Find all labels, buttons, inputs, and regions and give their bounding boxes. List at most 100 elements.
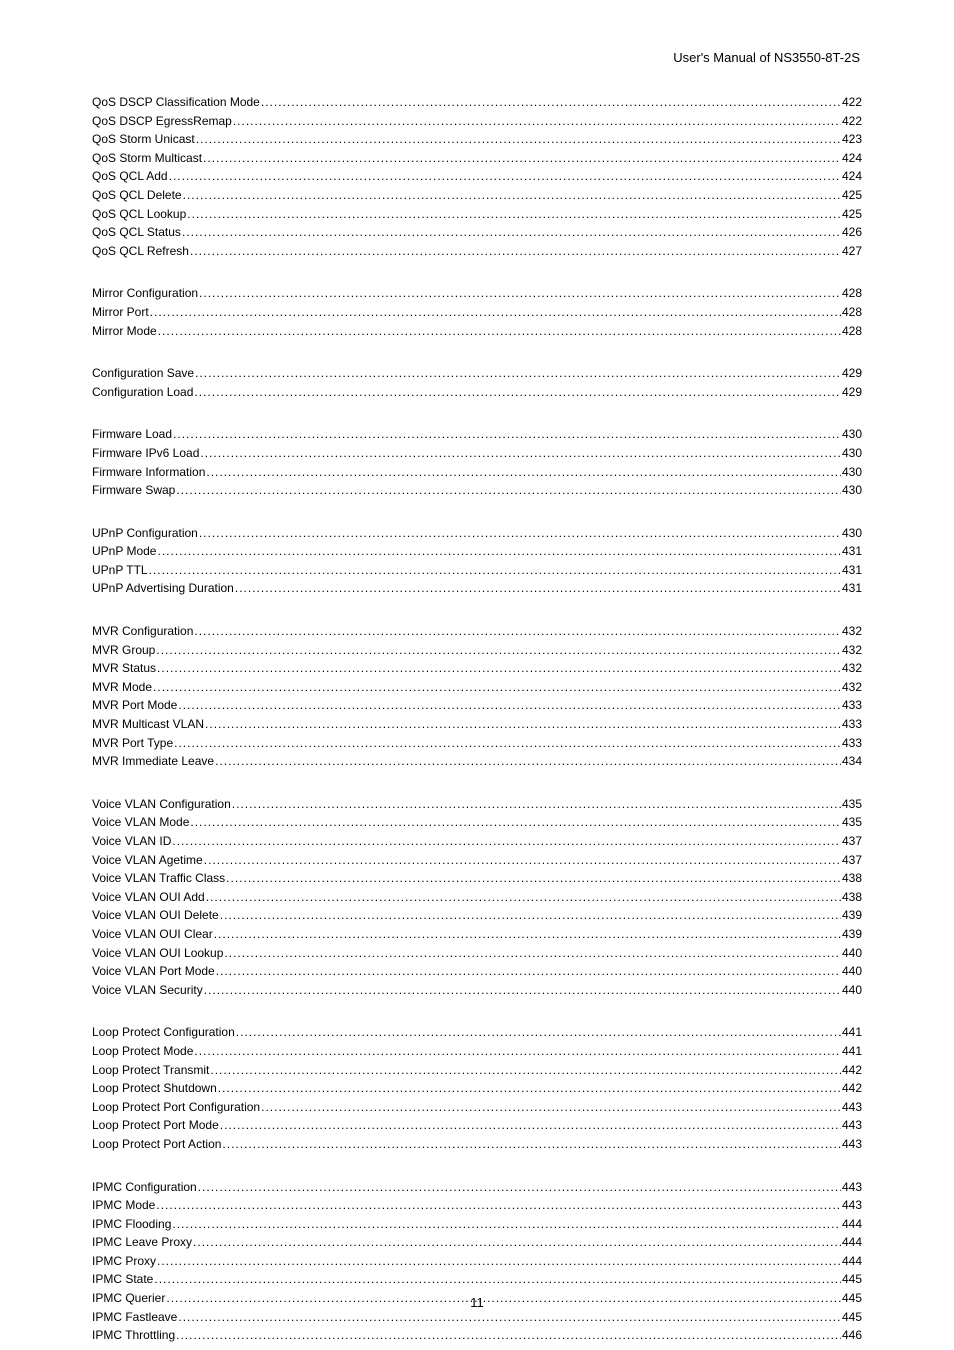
toc-entry-page: 442 xyxy=(842,1061,862,1080)
toc-entry-label: Voice VLAN Configuration xyxy=(92,795,231,814)
toc-entry-label: IPMC Proxy xyxy=(92,1252,156,1271)
toc-entry-label: QoS QCL Lookup xyxy=(92,205,186,224)
toc-entry-label: Voice VLAN Security xyxy=(92,981,203,1000)
toc-leader-dots xyxy=(203,149,841,168)
toc-leader-dots xyxy=(235,579,841,598)
toc-entry-label: QoS QCL Delete xyxy=(92,186,182,205)
toc-entry-page: 439 xyxy=(842,906,862,925)
toc-entry-page: 437 xyxy=(842,832,862,851)
toc-entry-label: QoS Storm Multicast xyxy=(92,149,202,168)
toc-entry-label: Configuration Save xyxy=(92,364,194,383)
toc-group: Voice VLAN Configuration435Voice VLAN Mo… xyxy=(92,795,862,1000)
toc-entry: Loop Protect Port Action443 xyxy=(92,1135,862,1154)
toc-entry-page: 431 xyxy=(842,542,862,561)
toc-leader-dots xyxy=(149,561,841,580)
toc-leader-dots xyxy=(176,481,841,500)
toc-entry-label: MVR Status xyxy=(92,659,156,678)
toc-entry-label: Configuration Load xyxy=(92,383,193,402)
toc-entry: Voice VLAN Configuration435 xyxy=(92,795,862,814)
toc-entry-label: QoS DSCP Classification Mode xyxy=(92,93,260,112)
toc-entry-page: 445 xyxy=(842,1308,862,1327)
toc-entry-page: 429 xyxy=(842,383,862,402)
toc-entry: Voice VLAN OUI Delete439 xyxy=(92,906,862,925)
toc-entry-page: 443 xyxy=(842,1196,862,1215)
toc-entry-label: IPMC State xyxy=(92,1270,153,1289)
toc-entry: MVR Immediate Leave 434 xyxy=(92,752,862,771)
toc-entry: IPMC Leave Proxy444 xyxy=(92,1233,862,1252)
toc-entry: QoS Storm Unicast423 xyxy=(92,130,862,149)
toc-leader-dots xyxy=(224,944,841,963)
toc-entry: QoS DSCP EgressRemap422 xyxy=(92,112,862,131)
toc-leader-dots xyxy=(190,242,841,261)
toc-entry-label: IPMC Mode xyxy=(92,1196,155,1215)
toc-entry-page: 422 xyxy=(842,93,862,112)
toc-leader-dots xyxy=(157,1252,841,1271)
toc-group: QoS DSCP Classification Mode 422QoS DSCP … xyxy=(92,93,862,260)
toc-entry-label: MVR Configuration xyxy=(92,622,193,641)
toc-entry: MVR Mode432 xyxy=(92,678,862,697)
toc-entry-page: 439 xyxy=(842,925,862,944)
toc-entry-page: 427 xyxy=(842,242,862,261)
toc-entry-page: 432 xyxy=(842,641,862,660)
toc-entry: Voice VLAN ID437 xyxy=(92,832,862,851)
toc-entry-label: QoS QCL Refresh xyxy=(92,242,189,261)
toc-leader-dots xyxy=(194,1042,841,1061)
toc-entry: QoS QCL Add424 xyxy=(92,167,862,186)
toc-entry: UPnP Mode431 xyxy=(92,542,862,561)
toc-leader-dots xyxy=(172,832,841,851)
toc-leader-dots xyxy=(261,93,841,112)
toc-entry: Loop Protect Configuration441 xyxy=(92,1023,862,1042)
toc-leader-dots xyxy=(218,1079,841,1098)
table-of-contents: QoS DSCP Classification Mode 422QoS DSCP … xyxy=(92,93,862,1345)
toc-leader-dots xyxy=(190,813,841,832)
toc-group: UPnP Configuration430UPnP Mode431UPnP TT… xyxy=(92,524,862,598)
toc-entry-label: Loop Protect Port Mode xyxy=(92,1116,219,1135)
toc-entry-label: MVR Immediate Leave xyxy=(92,752,214,771)
toc-leader-dots xyxy=(222,1135,841,1154)
page-header: User's Manual of NS3550-8T-2S xyxy=(92,50,862,65)
toc-leader-dots xyxy=(195,364,841,383)
toc-entry-label: MVR Multicast VLAN xyxy=(92,715,204,734)
toc-entry-label: Voice VLAN OUI Clear xyxy=(92,925,213,944)
toc-entry-page: 435 xyxy=(842,813,862,832)
toc-entry-label: IPMC Leave Proxy xyxy=(92,1233,192,1252)
toc-entry-page: 433 xyxy=(842,715,862,734)
toc-leader-dots xyxy=(199,524,841,543)
toc-entry-page: 440 xyxy=(842,981,862,1000)
toc-entry-label: QoS QCL Add xyxy=(92,167,168,186)
toc-leader-dots xyxy=(157,659,841,678)
toc-entry: IPMC Fastleave445 xyxy=(92,1308,862,1327)
toc-entry-label: MVR Mode xyxy=(92,678,152,697)
toc-entry-page: 437 xyxy=(842,851,862,870)
toc-entry-page: 444 xyxy=(842,1215,862,1234)
toc-entry-page: 434 xyxy=(842,752,862,771)
toc-group: IPMC Configuration443IPMC Mode443IPMC Fl… xyxy=(92,1178,862,1345)
toc-entry: Voice VLAN Traffic Class438 xyxy=(92,869,862,888)
toc-entry-label: Voice VLAN Mode xyxy=(92,813,189,832)
toc-leader-dots xyxy=(154,1270,841,1289)
toc-entry: Firmware Swap430 xyxy=(92,481,862,500)
toc-entry-page: 440 xyxy=(842,944,862,963)
toc-entry-page: 430 xyxy=(842,463,862,482)
toc-entry-label: Loop Protect Transmit xyxy=(92,1061,209,1080)
toc-entry: Loop Protect Port Mode443 xyxy=(92,1116,862,1135)
toc-leader-dots xyxy=(187,205,841,224)
toc-leader-dots xyxy=(178,1308,841,1327)
toc-entry: Configuration Save429 xyxy=(92,364,862,383)
toc-leader-dots xyxy=(194,383,841,402)
toc-entry: Loop Protect Port Configuration443 xyxy=(92,1098,862,1117)
toc-entry-label: UPnP Configuration xyxy=(92,524,198,543)
toc-entry-page: 445 xyxy=(842,1270,862,1289)
toc-entry-page: 441 xyxy=(842,1042,862,1061)
toc-entry: Voice VLAN OUI Lookup440 xyxy=(92,944,862,963)
toc-entry-page: 428 xyxy=(842,303,862,322)
toc-entry-page: 431 xyxy=(842,579,862,598)
toc-leader-dots xyxy=(206,463,841,482)
toc-entry: IPMC Throttling446 xyxy=(92,1326,862,1345)
toc-entry-label: IPMC Flooding xyxy=(92,1215,171,1234)
toc-leader-dots xyxy=(153,678,841,697)
toc-leader-dots xyxy=(157,542,840,561)
toc-entry-page: 442 xyxy=(842,1079,862,1098)
toc-entry: Voice VLAN Agetime437 xyxy=(92,851,862,870)
toc-group: MVR Configuration432MVR Group432MVR Stat… xyxy=(92,622,862,771)
